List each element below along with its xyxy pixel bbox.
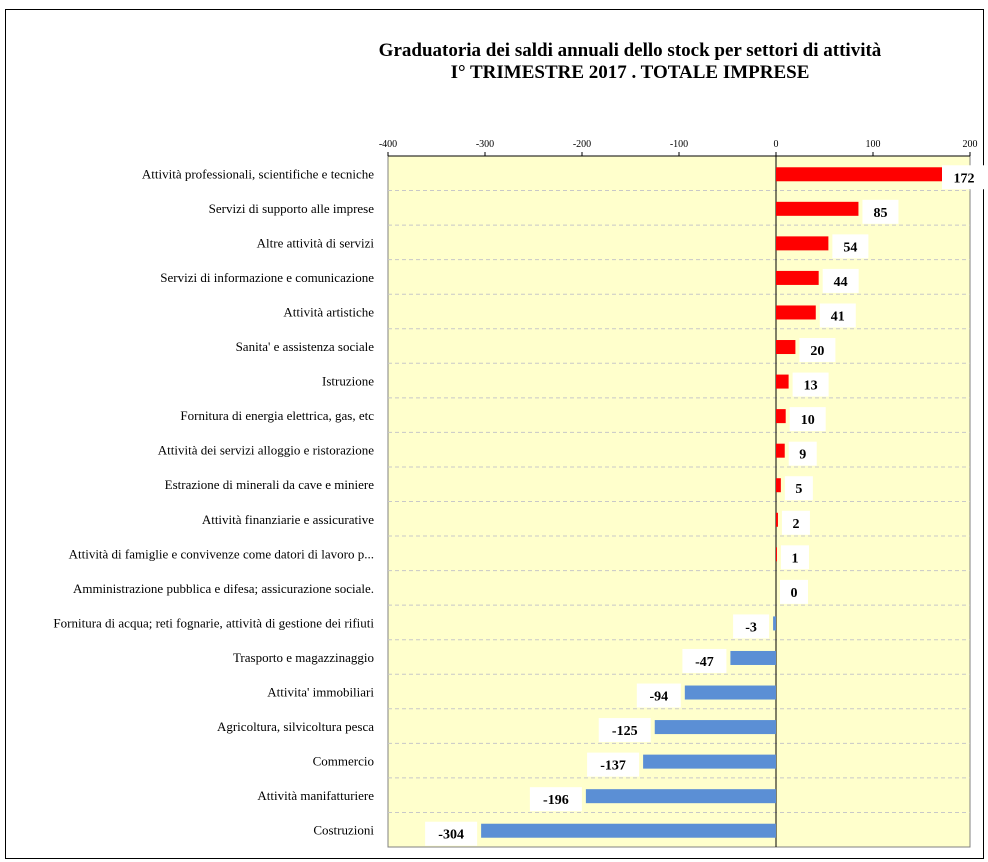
data-label: 41 [831,309,845,324]
data-label-box [598,718,651,743]
bar [776,478,781,493]
data-label: 13 [804,379,818,394]
bar [776,305,816,320]
data-label-box [780,545,809,570]
data-label-box [788,441,817,466]
bar [481,823,776,838]
data-label: 0 [791,586,798,601]
bar [776,340,796,355]
x-tick-label: 200 [963,139,978,150]
category-label: Costruzioni [313,823,374,838]
category-label: Commercio [313,754,374,769]
data-label: 172 [954,171,975,186]
data-label-box [781,510,810,535]
data-label: 44 [834,275,848,290]
data-label-box [942,165,986,190]
data-label: -47 [695,655,714,670]
category-label: Fornitura di energia elettrica, gas, etc [180,408,374,423]
data-label: 9 [799,448,806,463]
bar [773,616,776,631]
data-label: -304 [438,828,464,843]
data-label-box [822,268,859,293]
data-label-box [789,407,826,432]
data-label-box [819,303,856,328]
category-label: Agricoltura, silvicoltura pesca [217,719,374,734]
data-label: 10 [801,413,815,428]
x-tick-label: -300 [476,139,494,150]
data-label-box [587,752,640,777]
bar [776,236,829,251]
data-label-box [636,683,681,708]
x-tick-label: -200 [573,139,591,150]
bar [585,789,776,804]
bar [776,374,789,389]
bar [643,754,776,769]
data-label: 85 [873,206,887,221]
category-label: Amministrazione pubblica e difesa; assic… [73,581,374,596]
category-label: Trasporto e magazzinaggio [233,650,374,665]
x-tick-label: 0 [774,139,779,150]
data-label: -94 [649,690,668,705]
data-label-box [862,199,899,224]
data-label-box [529,787,582,812]
category-label: Fornitura di acqua; reti fognarie, attiv… [53,615,374,630]
category-label: Sanita' e assistenza sociale [236,339,375,354]
bar [654,720,776,735]
bar [776,443,785,458]
category-label: Attivita' immobiliari [267,685,374,700]
bar [776,201,859,216]
bar [730,650,776,665]
chart-subtitle: I° TRIMESTRE 2017 . TOTALE IMPRESE [450,62,810,83]
data-label-box [733,614,770,639]
category-label: Altre attività di servizi [257,235,375,250]
chart-title-block: Graduatoria dei saldi annuali dello stoc… [290,40,970,84]
data-label-box [799,338,836,363]
data-label-box [784,476,813,501]
category-label: Attività dei servizi alloggio e ristoraz… [158,443,374,458]
bar [776,512,778,527]
data-label-box [780,579,808,604]
data-label: 1 [791,551,798,566]
data-label: -3 [745,620,757,635]
x-tick-label: -100 [670,139,688,150]
category-label: Attività di famiglie e convivenze come d… [69,546,374,561]
category-label: Servizi di supporto alle imprese [209,201,375,216]
bar [776,409,786,424]
x-tick-label: -400 [379,139,397,150]
data-label-box [832,234,869,259]
data-label: 2 [792,517,799,532]
data-label-box [792,372,829,397]
bar [684,685,776,700]
category-label: Servizi di informazione e comunicazione [160,270,374,285]
category-label: Istruzione [322,374,374,389]
data-label: -125 [612,724,638,739]
category-label: Attività manifatturiere [257,788,374,803]
category-label: Attività professionali, scientifiche e t… [142,166,374,181]
data-label: -137 [600,759,626,774]
data-label-box [425,821,478,846]
data-label: 5 [795,482,802,497]
x-tick-label: 100 [866,139,881,150]
bar [776,270,819,285]
bar [776,167,943,182]
data-label: 54 [843,240,857,255]
category-label: Attività artistiche [283,304,374,319]
data-label: 20 [810,344,824,359]
data-label: -196 [543,793,569,808]
chart-title: Graduatoria dei saldi annuali dello stoc… [378,40,882,61]
data-label-box [682,648,727,673]
category-label: Attività finanziarie e assicurative [202,512,374,527]
bar [776,547,777,562]
category-label: Estrazione di minerali da cave e miniere [165,477,375,492]
